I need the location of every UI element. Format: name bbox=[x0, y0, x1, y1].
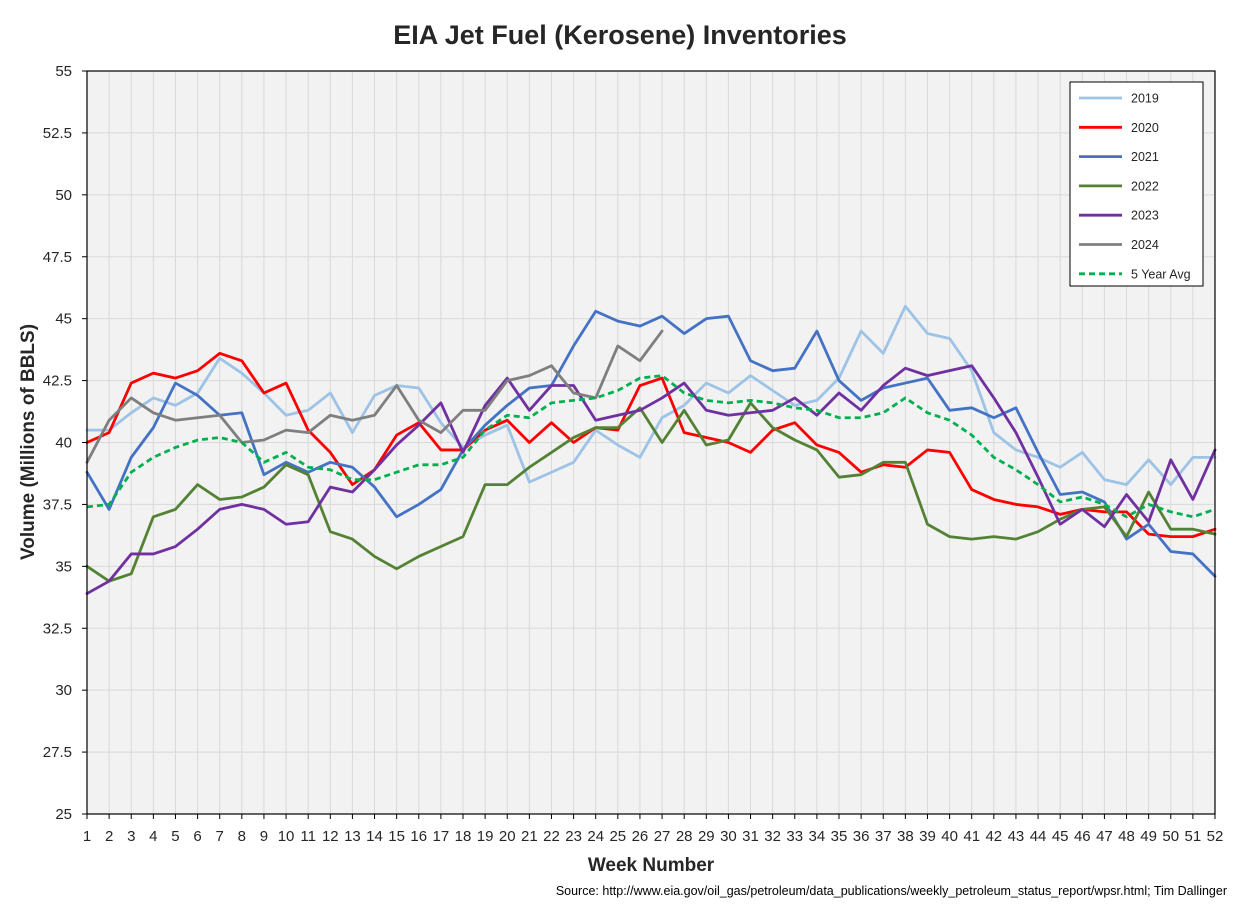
legend-label: 5 Year Avg bbox=[1131, 267, 1191, 281]
x-tick-label: 16 bbox=[410, 828, 427, 845]
series-line-2023 bbox=[85, 364, 1217, 595]
series-line-2021 bbox=[85, 309, 1217, 578]
x-tick-label: 18 bbox=[455, 828, 472, 845]
x-tick-label: 51 bbox=[1185, 828, 1202, 845]
x-tick-label: 32 bbox=[764, 828, 781, 845]
y-tick-label: 50 bbox=[55, 187, 72, 204]
source-note: Source: http://www.eia.gov/oil_gas/petro… bbox=[556, 884, 1227, 898]
x-tick-label: 23 bbox=[565, 828, 582, 845]
x-tick-label: 49 bbox=[1140, 828, 1157, 845]
x-tick-label: 46 bbox=[1074, 828, 1091, 845]
series-line-2020 bbox=[85, 351, 1217, 539]
x-tick-label: 45 bbox=[1052, 828, 1069, 845]
x-tick-label: 27 bbox=[654, 828, 671, 845]
y-axis-title: Volume (Millions of BBLS) bbox=[18, 324, 39, 560]
y-tick-label: 42.5 bbox=[43, 373, 72, 390]
x-tick-label: 14 bbox=[366, 828, 383, 845]
x-tick-label: 2 bbox=[105, 828, 113, 845]
x-tick-label: 25 bbox=[609, 828, 626, 845]
x-tick-label: 44 bbox=[1030, 828, 1047, 845]
y-tick-label: 25 bbox=[55, 806, 72, 823]
series-lines bbox=[85, 304, 1217, 595]
x-tick-label: 10 bbox=[278, 828, 295, 845]
x-tick-label: 20 bbox=[499, 828, 516, 845]
x-tick-label: 35 bbox=[831, 828, 848, 845]
x-axis-ticks: 1 2 3 4 5 6 7 8 9 10 11 12 13 14 15 16 17 18 19 20 21 22 23 24 2… bbox=[83, 814, 1224, 845]
y-tick-label: 30 bbox=[55, 682, 72, 699]
x-tick-label: 6 bbox=[193, 828, 201, 845]
y-axis-ticks: 25 27.5 30 32.5 35 37.5 40 42.5 45 47.5 50 52.5 55 bbox=[43, 63, 87, 823]
legend-box bbox=[1069, 81, 1204, 287]
y-tick-label: 37.5 bbox=[43, 496, 72, 513]
x-tick-label: 17 bbox=[433, 828, 450, 845]
x-tick-label: 31 bbox=[742, 828, 759, 845]
legend-label: 2023 bbox=[1131, 209, 1159, 223]
x-tick-label: 50 bbox=[1162, 828, 1179, 845]
legend-label: 2020 bbox=[1131, 121, 1159, 135]
y-tick-label: 40 bbox=[55, 435, 72, 452]
x-tick-label: 30 bbox=[720, 828, 737, 845]
x-tick-label: 15 bbox=[388, 828, 405, 845]
x-tick-label: 12 bbox=[322, 828, 339, 845]
x-tick-label: 7 bbox=[216, 828, 224, 845]
x-tick-label: 36 bbox=[853, 828, 870, 845]
x-tick-label: 52 bbox=[1207, 828, 1224, 845]
legend-label: 2021 bbox=[1131, 150, 1159, 164]
legend: 2019 2020 2021 2022 2023 2024 5 Year Avg bbox=[1069, 81, 1204, 287]
x-tick-label: 21 bbox=[521, 828, 538, 845]
x-tick-label: 8 bbox=[238, 828, 246, 845]
series-line-2024 bbox=[85, 329, 664, 464]
y-tick-label: 55 bbox=[55, 63, 72, 80]
series-line-2022 bbox=[85, 401, 1217, 583]
x-tick-label: 11 bbox=[300, 828, 316, 845]
x-tick-label: 37 bbox=[875, 828, 892, 845]
x-tick-label: 41 bbox=[963, 828, 980, 845]
x-tick-label: 38 bbox=[897, 828, 914, 845]
x-tick-label: 42 bbox=[985, 828, 1002, 845]
x-tick-label: 40 bbox=[941, 828, 958, 845]
x-tick-label: 26 bbox=[632, 828, 649, 845]
x-tick-label: 5 bbox=[171, 828, 179, 845]
y-tick-label: 45 bbox=[55, 311, 72, 328]
y-tick-label: 32.5 bbox=[43, 620, 72, 637]
x-tick-label: 4 bbox=[149, 828, 157, 845]
x-tick-label: 47 bbox=[1096, 828, 1113, 845]
x-axis-title: Week Number bbox=[588, 855, 715, 876]
y-tick-label: 52.5 bbox=[43, 125, 72, 142]
x-tick-label: 9 bbox=[260, 828, 268, 845]
x-tick-label: 43 bbox=[1008, 828, 1025, 845]
x-tick-label: 22 bbox=[543, 828, 560, 845]
x-tick-label: 3 bbox=[127, 828, 135, 845]
x-tick-label: 33 bbox=[786, 828, 803, 845]
x-tick-label: 24 bbox=[587, 828, 604, 845]
x-tick-label: 39 bbox=[919, 828, 936, 845]
x-tick-label: 13 bbox=[344, 828, 361, 845]
x-tick-label: 34 bbox=[809, 828, 826, 845]
chart-title: EIA Jet Fuel (Kerosene) Inventories bbox=[393, 20, 847, 50]
x-tick-label: 28 bbox=[676, 828, 693, 845]
legend-label: 2022 bbox=[1131, 179, 1159, 193]
x-tick-label: 19 bbox=[477, 828, 494, 845]
series-line-5-year-avg bbox=[86, 374, 1216, 519]
legend-label: 2019 bbox=[1131, 92, 1159, 106]
x-tick-label: 29 bbox=[698, 828, 715, 845]
y-tick-label: 35 bbox=[55, 558, 72, 575]
y-tick-label: 27.5 bbox=[43, 744, 72, 761]
y-tick-label: 47.5 bbox=[43, 249, 72, 266]
x-tick-label: 1 bbox=[83, 828, 91, 845]
legend-label: 2024 bbox=[1131, 238, 1159, 252]
x-tick-label: 48 bbox=[1118, 828, 1135, 845]
